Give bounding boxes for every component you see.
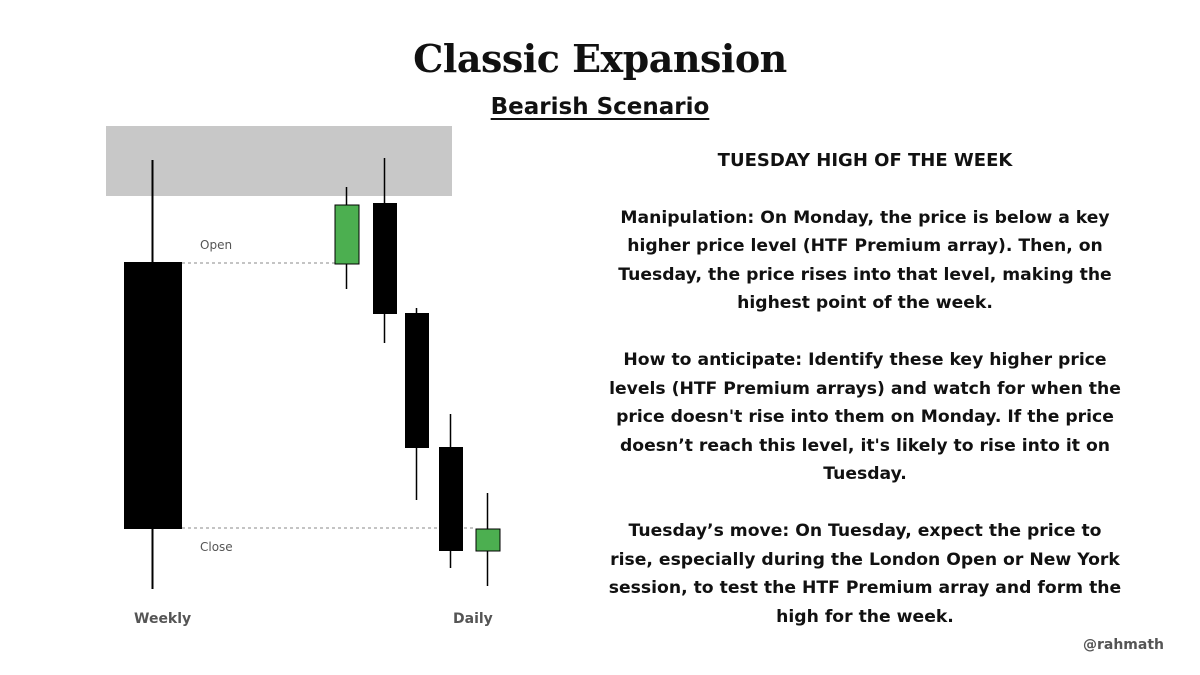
paragraph-manipulation: Manipulation: On Monday, the price is be… bbox=[618, 207, 1112, 314]
paragraph-anticipate: How to anticipate: Identify these key hi… bbox=[609, 350, 1121, 484]
explanation-heading: TUESDAY HIGH OF THE WEEK bbox=[717, 150, 1013, 171]
weekly-label: Weekly bbox=[134, 611, 191, 627]
weekly-candle bbox=[124, 160, 182, 589]
daily-candle-tuesday bbox=[373, 158, 397, 343]
page-title: Classic Expansion bbox=[413, 36, 787, 81]
open-label: Open bbox=[200, 238, 232, 252]
daily-label: Daily bbox=[453, 611, 493, 627]
explanation-panel: TUESDAY HIGH OF THE WEEK Manipulation: O… bbox=[605, 147, 1125, 660]
htf-premium-zone bbox=[106, 126, 452, 196]
daily-candle-monday bbox=[334, 187, 360, 289]
close-label: Close bbox=[200, 540, 233, 554]
paragraph-tuesday-move: Tuesday’s move: On Tuesday, expect the p… bbox=[608, 521, 1122, 627]
daily-candle-thursday bbox=[439, 414, 463, 568]
daily-candle-wednesday bbox=[405, 308, 429, 500]
candlestick-diagram: Open Close Weekly Daily bbox=[106, 126, 501, 627]
page-subtitle: Bearish Scenario bbox=[490, 94, 710, 120]
daily-candle-friday bbox=[475, 493, 501, 586]
author-handle: @rahmath bbox=[1082, 637, 1164, 653]
